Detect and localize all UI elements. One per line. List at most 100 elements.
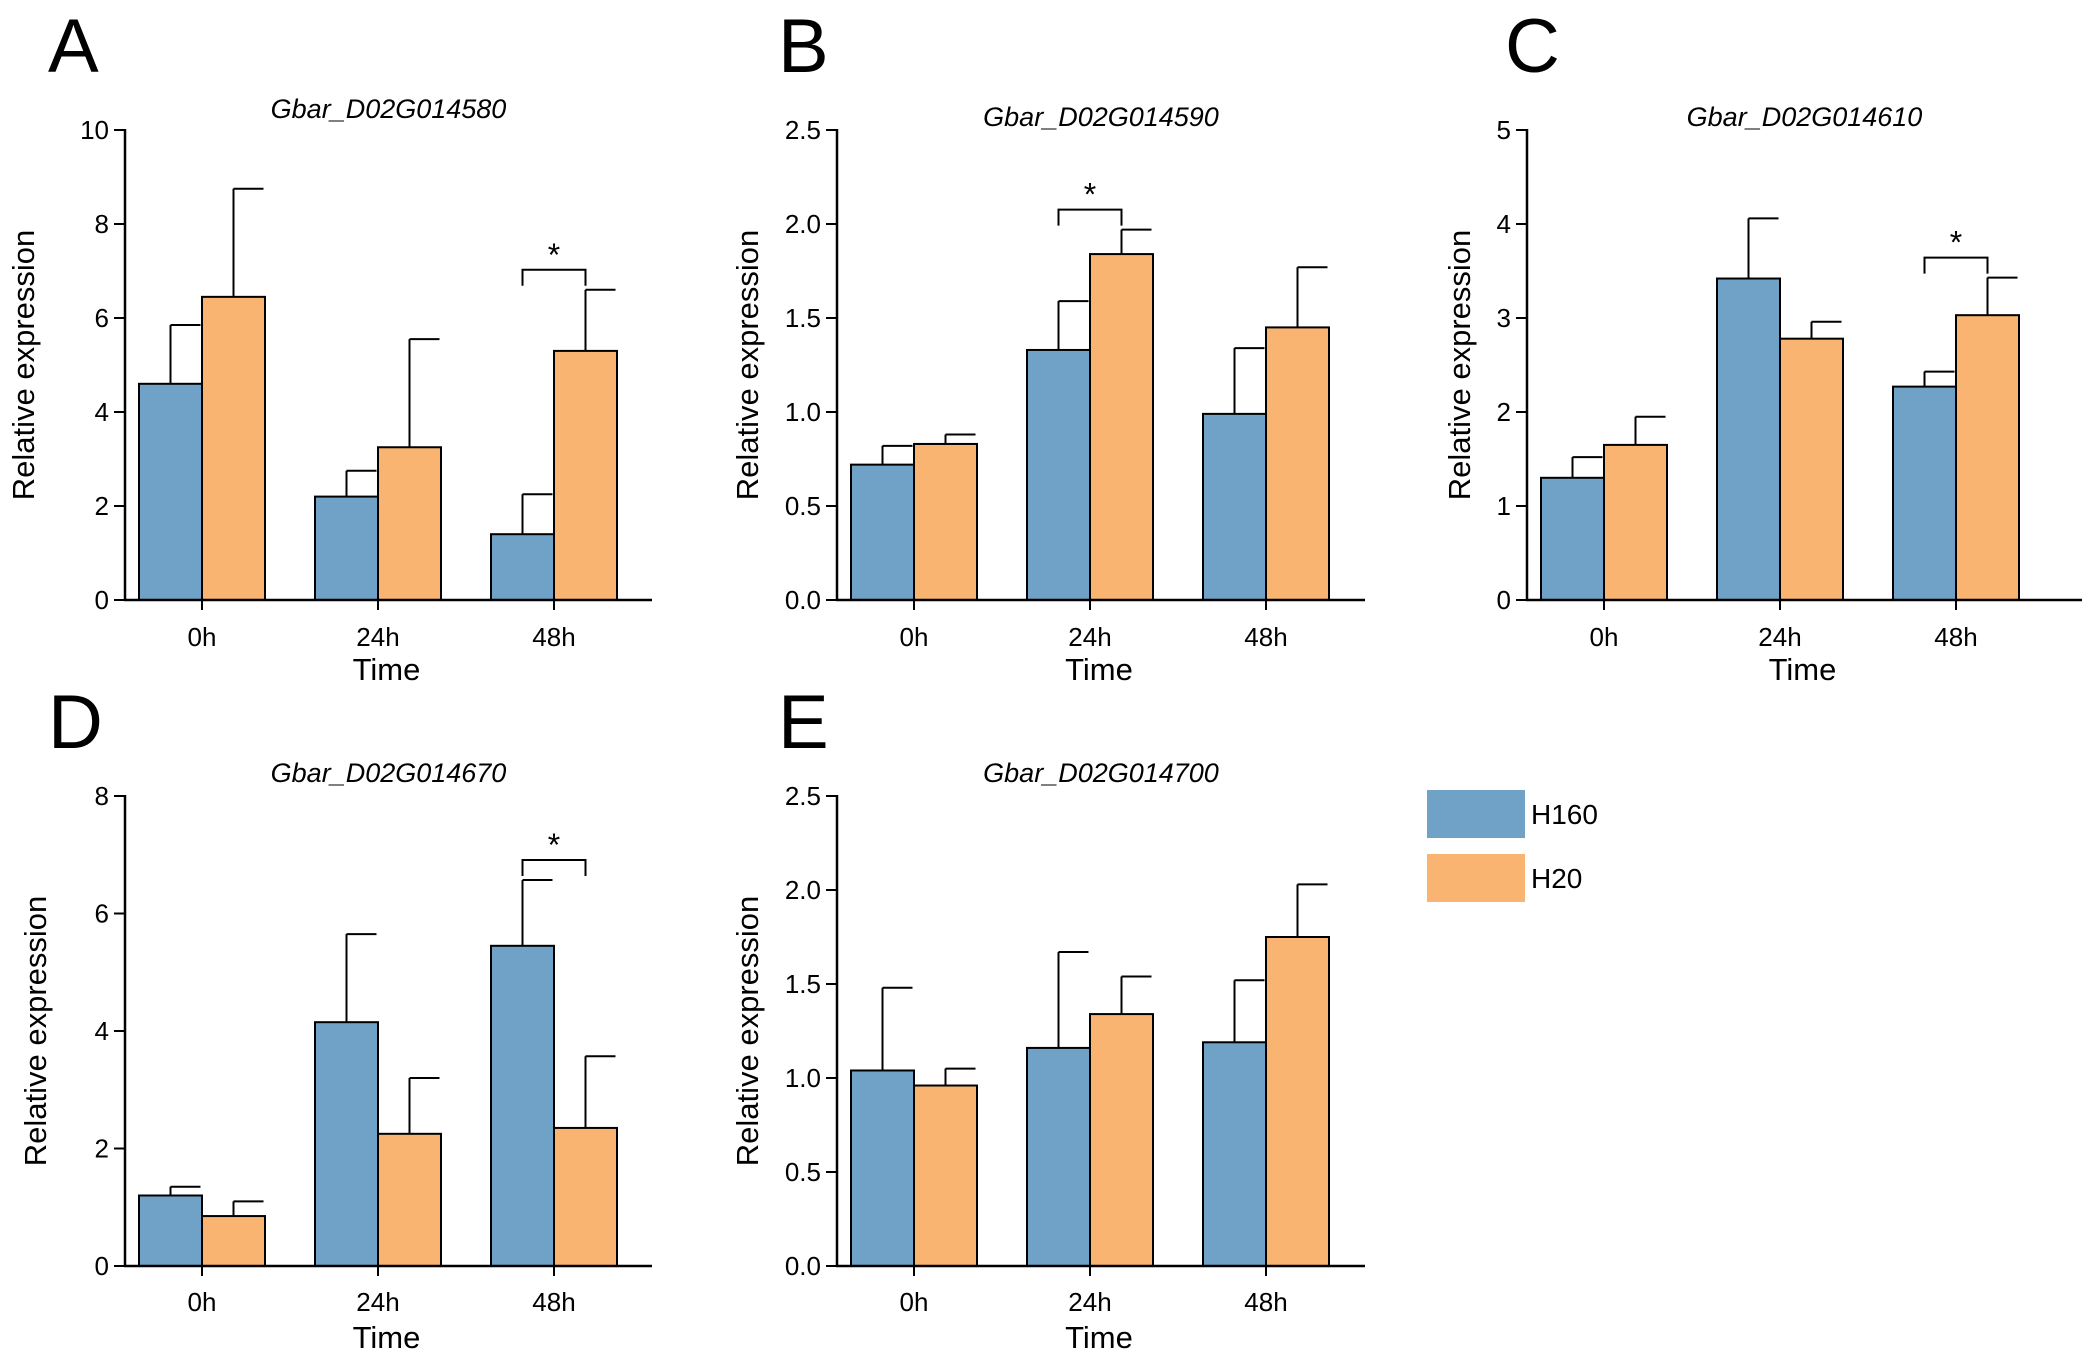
bar-h20-0h bbox=[1603, 443, 1668, 601]
x-tick-label-48h: 48h bbox=[1244, 1287, 1287, 1317]
legend: H160 H20 bbox=[1427, 790, 1598, 902]
panel-letter: D bbox=[48, 680, 103, 765]
bar-h160-24h bbox=[1026, 1046, 1091, 1268]
panel-d: D Gbar_D02G014670 0h 24h 48h * 0 2 4 6 8 Time Relati… bbox=[18, 680, 652, 1355]
bar-h20-48h bbox=[1265, 936, 1330, 1267]
panel-letter: C bbox=[1505, 4, 1560, 89]
panel-c: C Gbar_D02G014610 0h 24h 48h * 0 1 2 3 4 5 Time Relat… bbox=[1442, 4, 2082, 687]
panel-b: B Gbar_D02G014590 0h 24h 48h * 0.0 0.5 1.0 1.5 2.0… bbox=[730, 4, 1365, 687]
bar-h160-0h bbox=[850, 463, 915, 602]
y-tick-label: 4 bbox=[95, 1016, 109, 1046]
significance-star: * bbox=[548, 237, 560, 273]
y-tick-label: 0 bbox=[1497, 585, 1511, 615]
y-tick-label: 2.5 bbox=[785, 781, 821, 811]
y-tick-label: 1.0 bbox=[785, 397, 821, 427]
bar-h160-48h bbox=[1202, 412, 1267, 601]
panel-letter: A bbox=[48, 4, 99, 89]
y-tick-label: 2 bbox=[95, 1134, 109, 1164]
y-axis-title: Relative expression bbox=[730, 230, 765, 501]
y-tick-label: 4 bbox=[1497, 209, 1511, 239]
y-tick-label: 1 bbox=[1497, 491, 1511, 521]
y-tick-label: 2.5 bbox=[785, 115, 821, 145]
chart-title: Gbar_D02G014590 bbox=[983, 102, 1219, 132]
x-axis-title: Time bbox=[353, 1320, 421, 1355]
y-tick-label: 8 bbox=[95, 209, 109, 239]
legend-swatch-h160 bbox=[1427, 790, 1525, 838]
x-tick-label-0h: 0h bbox=[188, 622, 217, 652]
x-tick-label-24h: 24h bbox=[356, 622, 399, 652]
bar-h160-24h bbox=[314, 1021, 379, 1267]
x-tick-label-24h: 24h bbox=[356, 1287, 399, 1317]
x-tick-label-0h: 0h bbox=[900, 622, 929, 652]
y-axis-title: Relative expression bbox=[730, 896, 765, 1167]
x-tick-label-48h: 48h bbox=[1244, 622, 1287, 652]
bar-h20-0h bbox=[913, 442, 978, 601]
y-tick-label: 2 bbox=[95, 491, 109, 521]
x-tick-label-0h: 0h bbox=[900, 1287, 929, 1317]
bar-h20-48h bbox=[1955, 314, 2020, 601]
y-tick-label: 0.0 bbox=[785, 1251, 821, 1281]
panel-letter: B bbox=[778, 4, 829, 89]
x-tick-label-24h: 24h bbox=[1068, 622, 1111, 652]
x-axis-title: Time bbox=[353, 652, 421, 687]
significance-star: * bbox=[548, 827, 560, 863]
panel-a: A Gbar_D02G014580 0h 24h 48h * 0 2 4 6 8 10 Time Rela… bbox=[6, 4, 652, 687]
bar-h160-48h bbox=[1202, 1041, 1267, 1268]
y-tick-label: 5 bbox=[1497, 115, 1511, 145]
bar-h160-0h bbox=[138, 382, 203, 601]
y-tick-label: 2.0 bbox=[785, 875, 821, 905]
y-tick-label: 4 bbox=[95, 397, 109, 427]
y-axis-title: Relative expression bbox=[18, 896, 53, 1167]
significance-bracket-48h bbox=[1923, 256, 1989, 274]
bar-h20-48h bbox=[553, 349, 618, 601]
significance-star: * bbox=[1950, 225, 1962, 261]
significance-bracket-48h bbox=[521, 268, 587, 286]
x-tick-label-24h: 24h bbox=[1758, 622, 1801, 652]
bar-h20-48h bbox=[553, 1126, 618, 1267]
bar-h160-0h bbox=[850, 1069, 915, 1267]
y-axis-title: Relative expression bbox=[1442, 230, 1477, 501]
y-tick-label: 2.0 bbox=[785, 209, 821, 239]
y-tick-label: 8 bbox=[95, 781, 109, 811]
x-tick-label-48h: 48h bbox=[532, 622, 575, 652]
legend-swatch-h20 bbox=[1427, 854, 1525, 902]
x-tick-label-0h: 0h bbox=[1590, 622, 1619, 652]
y-tick-label: 1.5 bbox=[785, 969, 821, 999]
y-tick-label: 3 bbox=[1497, 303, 1511, 333]
bar-h160-48h bbox=[490, 533, 555, 602]
y-tick-label: 2 bbox=[1497, 397, 1511, 427]
y-tick-label: 0.5 bbox=[785, 1157, 821, 1187]
y-tick-label: 1.0 bbox=[785, 1063, 821, 1093]
bar-h20-24h bbox=[377, 446, 442, 601]
significance-bracket-48h bbox=[521, 859, 587, 877]
bar-h160-0h bbox=[138, 1194, 203, 1267]
bar-h160-24h bbox=[1716, 277, 1781, 601]
y-tick-label: 6 bbox=[95, 303, 109, 333]
chart-title: Gbar_D02G014670 bbox=[271, 758, 507, 788]
significance-star: * bbox=[1084, 177, 1096, 213]
bar-h20-0h bbox=[913, 1084, 978, 1268]
bar-h20-24h bbox=[1089, 1013, 1154, 1268]
bar-h20-24h bbox=[1779, 337, 1844, 601]
x-tick-label-48h: 48h bbox=[532, 1287, 575, 1317]
y-tick-label: 0 bbox=[95, 1251, 109, 1281]
x-axis-title: Time bbox=[1769, 652, 1837, 687]
x-tick-label-48h: 48h bbox=[1934, 622, 1977, 652]
y-tick-label: 0.0 bbox=[785, 585, 821, 615]
chart-title: Gbar_D02G014700 bbox=[983, 758, 1219, 788]
x-tick-label-24h: 24h bbox=[1068, 1287, 1111, 1317]
y-tick-label: 6 bbox=[95, 899, 109, 929]
bar-h20-0h bbox=[201, 1215, 266, 1267]
chart-title: Gbar_D02G014610 bbox=[1687, 102, 1923, 132]
bar-h160-0h bbox=[1540, 476, 1605, 601]
bar-h20-24h bbox=[377, 1132, 442, 1267]
y-tick-label: 0.5 bbox=[785, 491, 821, 521]
chart-title: Gbar_D02G014580 bbox=[271, 94, 507, 124]
panel-e: E Gbar_D02G014700 0h 24h 48h 0.0 0.5 1.0 1.5 2.0 2… bbox=[730, 680, 1365, 1355]
x-axis-title: Time bbox=[1065, 1320, 1133, 1355]
significance-bracket-24h bbox=[1057, 208, 1123, 226]
y-tick-label: 0 bbox=[95, 585, 109, 615]
bar-h160-24h bbox=[314, 495, 379, 602]
